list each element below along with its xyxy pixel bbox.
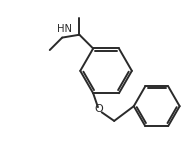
Text: HN: HN <box>57 24 72 34</box>
Text: O: O <box>95 104 103 114</box>
